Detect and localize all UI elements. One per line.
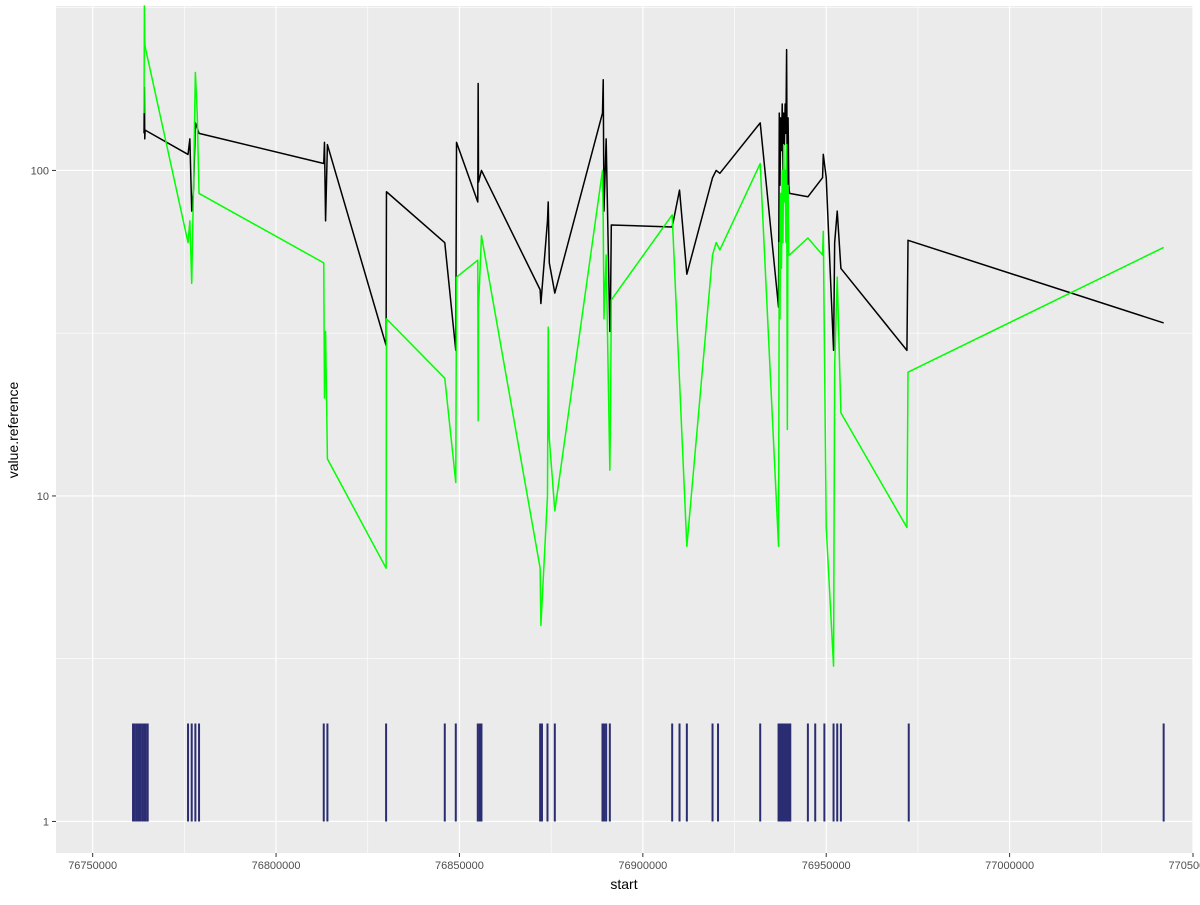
rug-layer [132, 723, 1165, 822]
series-layer [143, 5, 1164, 667]
x-tick-label: 76850000 [435, 860, 484, 872]
x-tick-label: 76900000 [618, 860, 667, 872]
plot-panel [56, 6, 1193, 853]
grid-minor [56, 6, 1193, 853]
x-axis-ticks: 76750000 76800000 76850000 76900000 76950000… [68, 853, 1200, 872]
grid-major [56, 6, 1194, 853]
x-tick-label: 77000000 [985, 860, 1034, 872]
x-axis-title: start [610, 876, 637, 892]
y-tick-label: 100 [31, 165, 49, 177]
x-tick-label: 76800000 [252, 860, 301, 872]
series-line-1 [143, 48, 1164, 352]
y-axis-ticks: 1 10 100 [31, 165, 56, 828]
y-tick-label: 1 [43, 816, 49, 828]
x-tick-label: 76750000 [68, 860, 117, 872]
y-axis-title: value.reference [5, 382, 21, 479]
x-tick-label: 77050000 [1169, 860, 1200, 872]
y-tick-label: 10 [37, 491, 49, 503]
x-tick-label: 76950000 [802, 860, 851, 872]
series-line-2 [143, 5, 1164, 667]
